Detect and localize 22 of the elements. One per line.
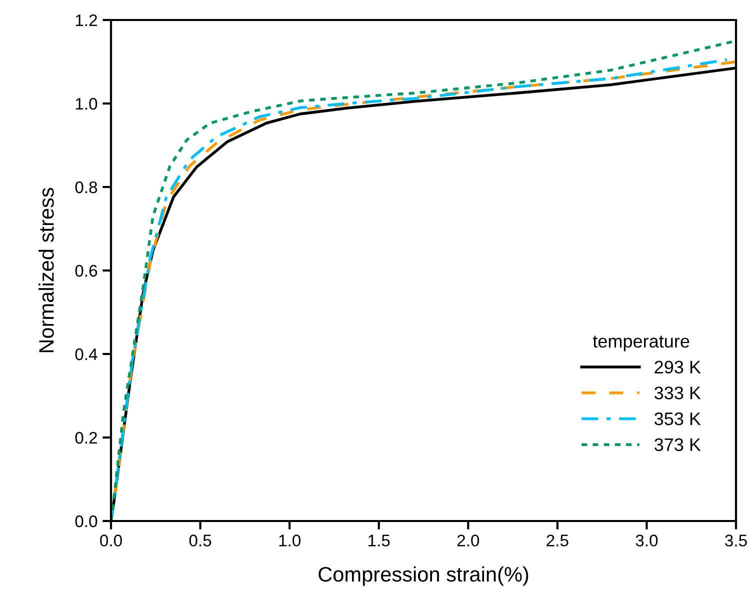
x-axis-title: Compression strain(%) [318,566,528,586]
x-tick-label: 1.5 [368,534,390,546]
x-tick-label: 3.5 [725,534,747,546]
y-tick-label: 0.4 [75,348,98,360]
x-tick-label: 0.5 [189,534,212,546]
x-tick-label: 2.0 [457,534,480,546]
y-tick-label: 0.8 [75,181,98,194]
y-tick-label: 1.0 [76,98,98,110]
y-tick-label: 0.0 [75,515,98,528]
legend-label: 293 K [654,360,701,374]
y-tick-label: 0.2 [75,432,97,444]
x-tick-label: 3.0 [636,534,658,546]
x-tick-label: 1.0 [279,534,301,546]
legend-label: 333 K [654,386,701,400]
legend-title: temperature [592,336,690,352]
legend-label: 373 K [654,438,701,452]
y-axis-title: Normalized stress [38,188,54,352]
legend-label: 353 K [654,412,701,426]
x-tick-label: 0.0 [100,534,122,546]
y-tick-label: 0.6 [75,264,98,277]
y-tick-label: 1.2 [76,14,97,26]
x-tick-label: 2.5 [546,534,568,546]
